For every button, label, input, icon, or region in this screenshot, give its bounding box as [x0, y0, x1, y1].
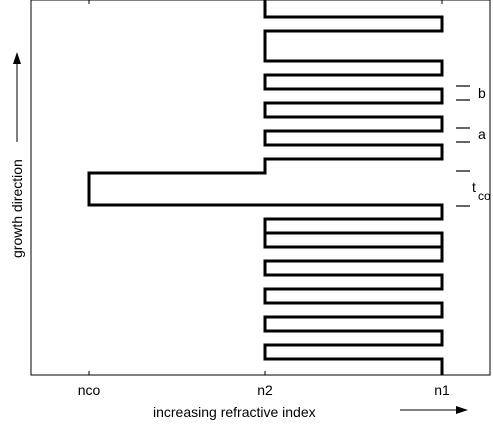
xtick-nco: nco — [78, 382, 101, 398]
label-t-subscript: co — [478, 189, 491, 203]
yaxis-arrow — [13, 52, 21, 142]
index-profile-line — [87, 0, 444, 375]
plot-frame — [30, 0, 491, 376]
xaxis-label: increasing refractive index — [153, 404, 316, 420]
yaxis-label: growth direction — [9, 159, 25, 258]
xtick-n2: n2 — [257, 382, 273, 398]
xaxis-arrow — [400, 406, 468, 414]
xtick-n1: n1 — [434, 382, 450, 398]
label-b: b — [478, 85, 486, 101]
label-t: t — [472, 179, 476, 195]
annotation-marks — [456, 85, 470, 207]
label-a: a — [478, 126, 486, 142]
bottom-ticks — [88, 371, 443, 375]
index-profile-line-lower — [263, 219, 444, 247]
